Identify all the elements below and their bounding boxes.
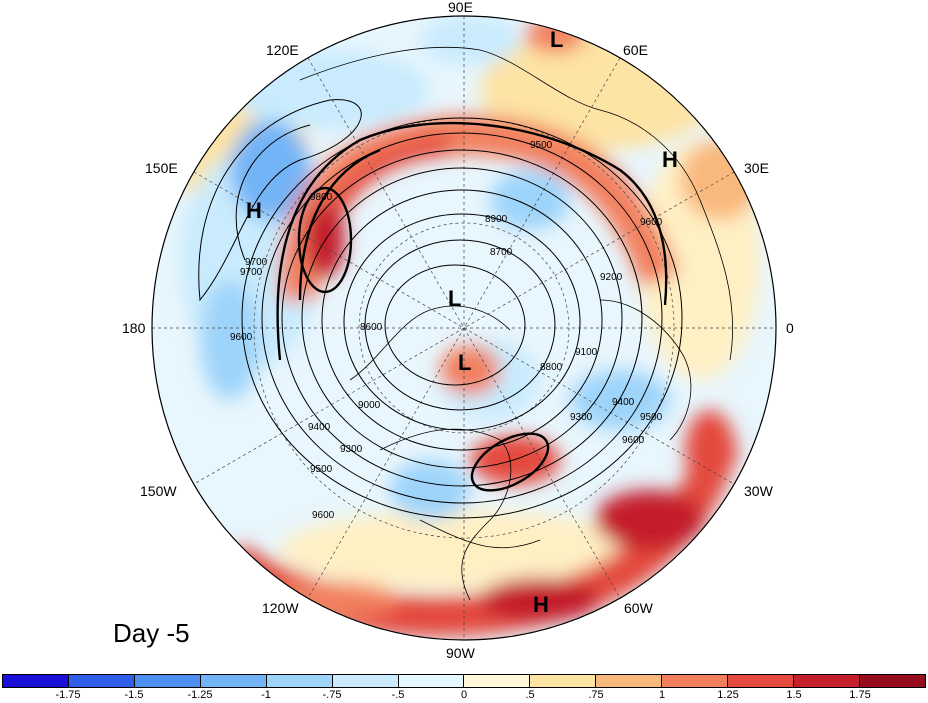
colorbar-tick-label: 1.25 bbox=[717, 689, 739, 701]
contour-label: 9800 bbox=[310, 192, 333, 203]
contour-label: 9600 bbox=[230, 332, 253, 343]
contour-label: 9500 bbox=[640, 412, 663, 423]
lon-label-150w: 150W bbox=[140, 483, 177, 499]
colorbar-swatch bbox=[332, 675, 399, 687]
low-center-label: L bbox=[448, 286, 461, 311]
colorbar-tick-label: 0 bbox=[460, 689, 468, 701]
contour-label: 9300 bbox=[340, 444, 363, 455]
lon-label-120w: 120W bbox=[262, 600, 299, 616]
colorbar-tick-label: -.75 bbox=[322, 689, 342, 701]
high-center-label: H bbox=[662, 147, 678, 172]
contour-label: 9400 bbox=[308, 422, 331, 433]
contour-label: 9700 bbox=[245, 257, 268, 268]
lon-label-60w: 60W bbox=[624, 600, 654, 616]
colorbar-tick-label: 1.75 bbox=[849, 689, 871, 701]
colorbar-swatch bbox=[134, 675, 201, 687]
contour-label: 9600 bbox=[312, 510, 335, 521]
contour-label: 9000 bbox=[358, 400, 381, 411]
high-center-label: H bbox=[533, 592, 549, 617]
colorbar-swatch bbox=[859, 675, 925, 687]
colorbar-swatch bbox=[68, 675, 135, 687]
contour-label: 9500 bbox=[530, 140, 553, 151]
colorbar bbox=[2, 674, 926, 688]
bold-contours bbox=[276, 121, 668, 492]
lon-label-90w: 90W bbox=[446, 645, 476, 661]
contour-label: 9100 bbox=[575, 347, 598, 358]
colorbar-tick-label: -1.5 bbox=[124, 689, 144, 701]
colorbar-labels: -1.75 -1.5 -1.25 -1 -.75 -.5 0 .5 .75 1 1.25 1.5 1.7… bbox=[0, 689, 928, 703]
map-border bbox=[151, 15, 777, 641]
height-contours bbox=[198, 99, 683, 519]
colorbar-swatch bbox=[266, 675, 333, 687]
colorbar-swatch bbox=[728, 675, 795, 687]
polar-stereographic-map: 9500 9600 9800 9700 8900 8700 8800 9100 … bbox=[122, 0, 794, 661]
colorbar-tick-label: 1 bbox=[658, 689, 666, 701]
longitude-labels: 90E 120E 60E 150E 30E 180 0 150W 30W 120… bbox=[122, 0, 794, 661]
contour-label: 9300 bbox=[570, 412, 593, 423]
lon-label-180: 180 bbox=[122, 320, 146, 336]
contour-label: 9700 bbox=[240, 267, 263, 278]
colorbar-swatch bbox=[200, 675, 267, 687]
contour-label-group: 9500 9600 9800 9700 8900 8700 8800 9100 … bbox=[230, 140, 663, 521]
colorbar-tick-label: -1 bbox=[261, 689, 271, 701]
lon-label-30w: 30W bbox=[744, 483, 774, 499]
colorbar-tick-label: -.5 bbox=[391, 689, 405, 701]
colorbar-swatch bbox=[398, 675, 465, 687]
colorbar-tick-label: .75 bbox=[588, 689, 604, 701]
pressure-centers: L H H L L H bbox=[246, 27, 678, 617]
colorbar-swatch bbox=[3, 675, 69, 687]
low-center-label: L bbox=[458, 350, 471, 375]
contour-label: 9200 bbox=[600, 272, 623, 283]
colorbar-swatch bbox=[794, 675, 860, 687]
lon-label-120e: 120E bbox=[266, 42, 299, 58]
contour-label: 8800 bbox=[540, 362, 563, 373]
contour-label: 9500 bbox=[310, 464, 333, 475]
coastlines bbox=[299, 47, 733, 601]
lon-label-90e: 90E bbox=[448, 0, 473, 15]
contour-label: 8700 bbox=[490, 247, 513, 258]
lon-label-30e: 30E bbox=[744, 160, 769, 176]
lon-label-150e: 150E bbox=[145, 160, 178, 176]
colorbar-swatch bbox=[464, 675, 531, 687]
colorbar-swatch bbox=[596, 675, 663, 687]
lon-label-0: 0 bbox=[786, 320, 794, 336]
contour-label: 8600 bbox=[360, 322, 383, 333]
colorbar-tick-label: -1.75 bbox=[55, 689, 81, 701]
lon-label-60e: 60E bbox=[623, 42, 648, 58]
colorbar-swatch bbox=[530, 675, 597, 687]
contour-label: 8900 bbox=[485, 214, 508, 225]
panel-label: Day -5 bbox=[113, 618, 190, 648]
contour-label: 9400 bbox=[612, 397, 635, 408]
colorbar-swatch bbox=[662, 675, 729, 687]
contour-label: 9600 bbox=[622, 435, 645, 446]
graticule bbox=[152, 16, 776, 640]
high-center-label: H bbox=[246, 198, 262, 223]
colorbar-tick-label: -1.25 bbox=[187, 689, 213, 701]
colorbar-tick-label: .5 bbox=[525, 689, 535, 701]
colorbar-tick-label: 1.5 bbox=[786, 689, 802, 701]
contour-label: 9600 bbox=[640, 217, 663, 228]
low-center-label: L bbox=[550, 27, 563, 52]
